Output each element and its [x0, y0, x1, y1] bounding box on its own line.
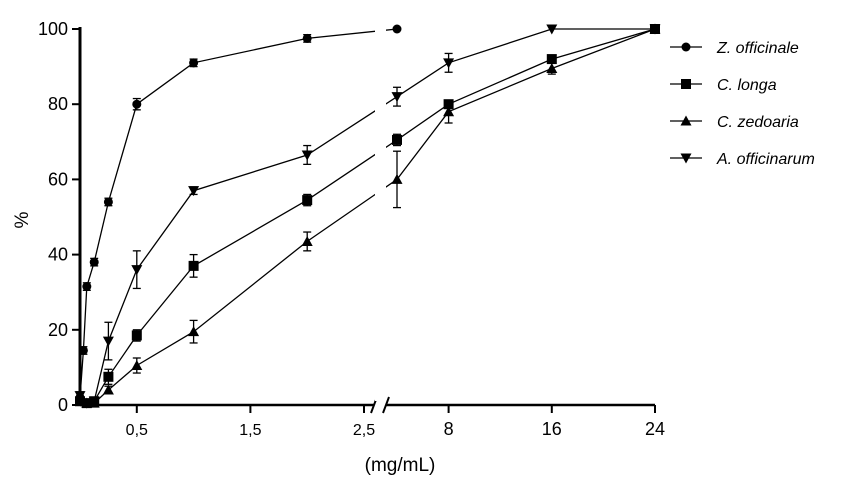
data-point [103, 197, 113, 207]
legend-label: Z. officinale [716, 40, 799, 57]
series-a-officinarum [74, 24, 661, 409]
plot-area [74, 0, 661, 409]
legend-label: A. officinarum [716, 151, 815, 168]
data-point [132, 99, 142, 109]
series-c-zedoaria [74, 23, 661, 408]
legend-item: C. longa [670, 77, 777, 94]
data-point [546, 54, 557, 65]
legend-marker [680, 153, 692, 164]
data-point [302, 195, 313, 206]
data-point [301, 235, 313, 246]
axis-break-gap [375, 0, 386, 401]
series-line [79, 28, 655, 404]
series-line [79, 28, 398, 398]
data-point [188, 326, 200, 337]
y-tick-label: 80 [48, 94, 68, 114]
data-point [188, 186, 200, 197]
data-point [391, 173, 403, 184]
data-point [102, 336, 114, 347]
y-tick-label: 40 [48, 245, 68, 265]
data-point [443, 106, 455, 117]
data-point [546, 24, 558, 35]
y-axis-title: % [12, 211, 33, 228]
data-point [82, 282, 92, 292]
axes: 0 20 40 60 80 100% 0,5 1,5 2,5 8 16 24 (mg/mL) [12, 19, 665, 476]
x-tick-label: 8 [444, 419, 454, 439]
series-line [79, 28, 656, 404]
data-point [131, 330, 142, 341]
series-line [79, 28, 656, 404]
data-point [392, 24, 402, 34]
legend-marker [681, 42, 691, 52]
data-point [391, 92, 403, 103]
legend-item: A. officinarum [670, 151, 815, 168]
y-tick-label: 100 [38, 19, 68, 39]
legend-label: C. longa [717, 77, 777, 94]
data-point [102, 384, 114, 395]
y-tick-label: 60 [48, 169, 68, 189]
data-point [131, 360, 143, 371]
data-point [103, 371, 114, 382]
legend-item: Z. officinale [670, 40, 799, 57]
x-tick-label: 0,5 [126, 422, 148, 439]
x-tick-label: 1,5 [239, 422, 261, 439]
data-point [302, 33, 312, 43]
legend-marker [680, 115, 692, 126]
data-point [188, 260, 199, 271]
data-point [88, 396, 100, 407]
data-point [546, 62, 558, 73]
data-point [189, 58, 199, 68]
data-point [81, 398, 93, 409]
legend-item: C. zedoaria [670, 114, 799, 131]
legend-marker [681, 79, 691, 89]
data-point [443, 58, 455, 69]
data-point [131, 265, 143, 276]
data-point [78, 345, 88, 355]
data-point [301, 150, 313, 161]
x-tick-label: 2,5 [353, 422, 375, 439]
data-point [89, 257, 99, 267]
legend-label: C. zedoaria [717, 114, 799, 131]
y-tick-label: 20 [48, 320, 68, 340]
x-axis-title: (mg/mL) [365, 455, 436, 476]
x-tick-label: 24 [645, 419, 665, 439]
series-z-officinale [75, 24, 402, 402]
data-point [74, 391, 86, 402]
data-point [649, 24, 661, 35]
legend: Z. officinale C. longa C. zedoaria A. offic… [670, 40, 815, 168]
x-axis-break-mark [382, 396, 390, 414]
y-tick-label: 0 [58, 395, 68, 415]
x-tick-label: 16 [542, 419, 562, 439]
data-point [392, 134, 402, 145]
